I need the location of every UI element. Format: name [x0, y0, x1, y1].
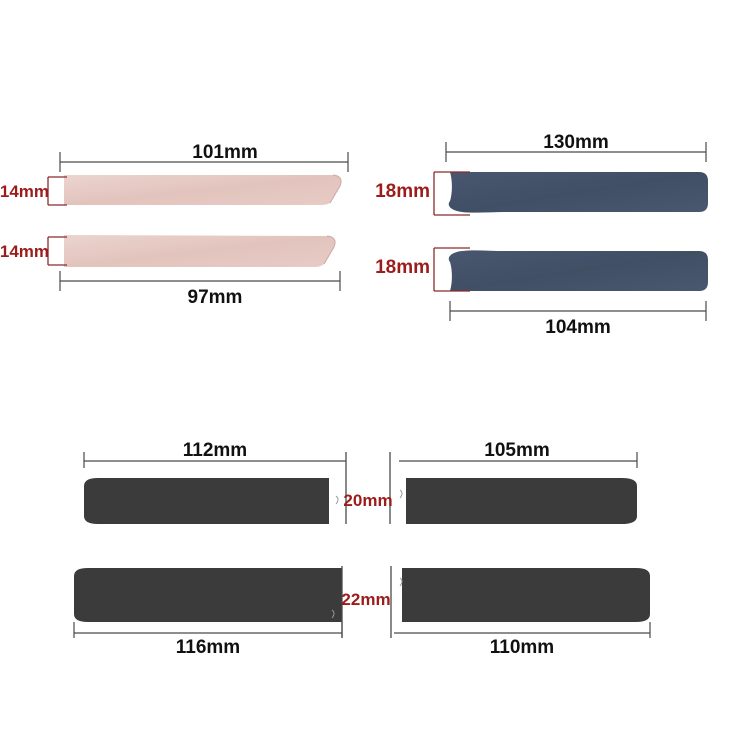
svg-text:18mm: 18mm — [375, 181, 430, 202]
svg-text:20mm: 20mm — [343, 491, 392, 510]
svg-text:130mm: 130mm — [543, 132, 609, 153]
svg-text:104mm: 104mm — [545, 317, 611, 338]
svg-text:14mm: 14mm — [0, 242, 49, 261]
svg-text:18mm: 18mm — [375, 257, 430, 278]
svg-text:97mm: 97mm — [188, 287, 243, 308]
svg-text:116mm: 116mm — [176, 637, 240, 658]
svg-text:105mm: 105mm — [484, 440, 550, 461]
svg-text:22mm: 22mm — [341, 590, 390, 609]
svg-text:101mm: 101mm — [192, 142, 258, 163]
svg-text:112mm: 112mm — [183, 440, 247, 461]
svg-text:14mm: 14mm — [0, 182, 49, 201]
svg-text:110mm: 110mm — [490, 637, 554, 658]
